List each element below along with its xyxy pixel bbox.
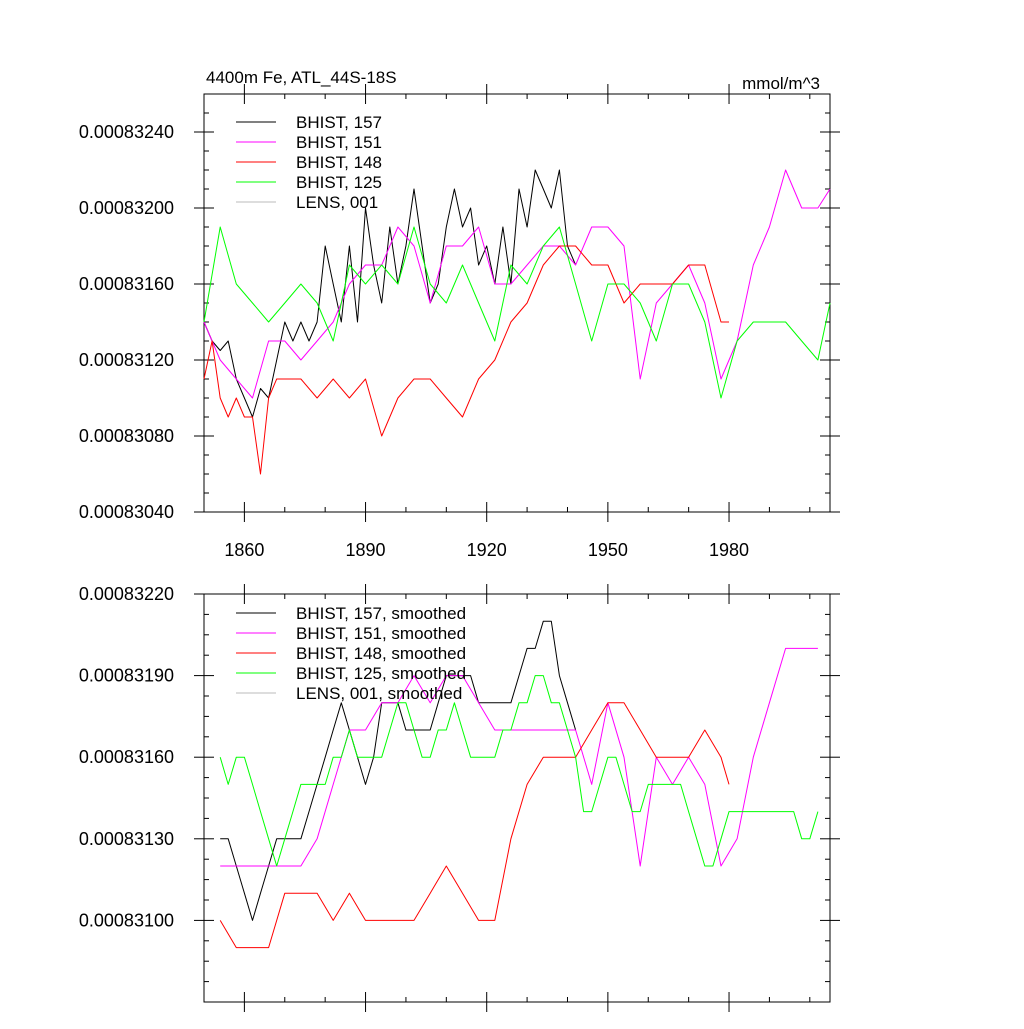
chart-title: 4400m Fe, ATL_44S-18S: [206, 68, 397, 87]
series-line-bhist-125: [203, 226, 831, 399]
y-tick-label: 0.00083240: [79, 122, 174, 142]
axes-bottom: 0.00083100 0.00083130 0.00083160 0.00083190…: [79, 584, 840, 1012]
series-line-bhist-148: [219, 702, 730, 949]
legend-label: BHIST, 157, smoothed: [296, 604, 466, 623]
y-tick-label: 0.00083080: [79, 426, 174, 446]
x-tick-label: 1890: [346, 540, 386, 560]
legend-label: BHIST, 151: [296, 133, 382, 152]
y-tick-label: 0.00083160: [79, 274, 174, 294]
legend-label: LENS, 001, smoothed: [296, 684, 462, 703]
legend-label: BHIST, 148: [296, 153, 382, 172]
y-tick-label: 0.00083130: [79, 829, 174, 849]
series-line-bhist-125: [219, 675, 819, 867]
legend-label: BHIST, 125: [296, 173, 382, 192]
legend-label: BHIST, 151, smoothed: [296, 624, 466, 643]
legend-label: LENS, 001: [296, 193, 378, 212]
series-line-bhist-148: [203, 245, 729, 475]
series-lines-top: [203, 169, 831, 475]
axes-top: 1860 1890 1920 1950 1980 0.00083040 0.00083080…: [79, 84, 840, 560]
y-tick-label: 0.00083040: [79, 502, 174, 522]
series-line-bhist-151: [220, 647, 818, 867]
panel-top: 4400m Fe, ATL_44S-18S mmol/m^3 1860 1890 1…: [79, 68, 840, 560]
y-tick-label: 0.00083120: [79, 350, 174, 370]
x-tick-label: 1860: [224, 540, 264, 560]
units-label: mmol/m^3: [742, 74, 820, 93]
y-tick-label: 0.00083100: [79, 910, 174, 930]
legend-label: BHIST, 148, smoothed: [296, 644, 466, 663]
y-tick-label: 0.00083190: [79, 666, 174, 686]
legend-label: BHIST, 157: [296, 113, 382, 132]
series-line-bhist-157: [203, 169, 577, 418]
y-tick-label: 0.00083160: [79, 747, 174, 767]
series-lines-bottom: [219, 620, 819, 949]
x-tick-label: 1920: [467, 540, 507, 560]
y-tick-label: 0.00083200: [79, 198, 174, 218]
x-tick-label: 1980: [709, 540, 749, 560]
legend-label: BHIST, 125, smoothed: [296, 664, 466, 683]
y-tick-label: 0.00083220: [79, 584, 174, 604]
panel-bottom: 0.00083100 0.00083130 0.00083160 0.00083190…: [79, 584, 840, 1012]
x-tick-label: 1950: [588, 540, 628, 560]
